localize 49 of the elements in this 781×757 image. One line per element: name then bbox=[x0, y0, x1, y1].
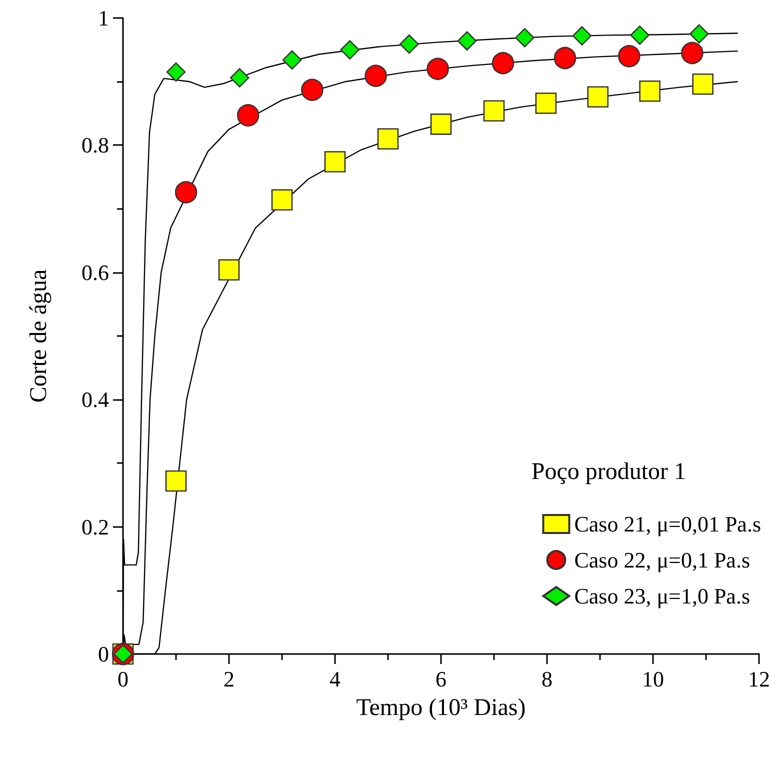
y-tick-label: 0.6 bbox=[82, 260, 109, 285]
point bbox=[587, 86, 609, 108]
x-axis-title: Tempo (10³ Dias) bbox=[356, 695, 526, 721]
point bbox=[400, 34, 419, 54]
x-tick-label: 10 bbox=[642, 666, 664, 692]
y-tick-label: 0.2 bbox=[82, 514, 109, 540]
point bbox=[301, 78, 324, 102]
x-tick-label: 0 bbox=[118, 666, 128, 692]
point bbox=[639, 80, 660, 102]
point bbox=[692, 73, 714, 95]
y-tick-label: 0.8 bbox=[82, 132, 109, 158]
x-tick-label: 6 bbox=[436, 666, 446, 692]
legend-label: Caso 23, μ=1,0 Pa.s bbox=[574, 584, 750, 608]
y-tick-label: 1 bbox=[98, 6, 109, 30]
point bbox=[230, 68, 250, 88]
point bbox=[630, 26, 650, 45]
point bbox=[535, 92, 557, 114]
point bbox=[364, 64, 387, 88]
point bbox=[457, 31, 477, 51]
point bbox=[174, 181, 198, 204]
point bbox=[430, 114, 452, 135]
point bbox=[492, 52, 514, 74]
point bbox=[426, 58, 449, 80]
point bbox=[483, 100, 505, 122]
point bbox=[515, 28, 534, 48]
y-axis-title: Corte de água bbox=[26, 269, 52, 403]
legend-title: Poço produtor 1 bbox=[531, 459, 686, 485]
point bbox=[236, 104, 260, 126]
point bbox=[377, 128, 399, 150]
point bbox=[618, 45, 640, 68]
point bbox=[689, 24, 709, 44]
point bbox=[572, 26, 592, 46]
point bbox=[340, 40, 360, 60]
x-tick-label: 2 bbox=[224, 666, 234, 692]
point bbox=[282, 50, 302, 70]
point bbox=[681, 42, 704, 64]
point bbox=[324, 151, 346, 172]
point bbox=[166, 62, 186, 82]
legend-label: Caso 21, μ=0,01 Pa.s bbox=[574, 512, 761, 536]
y-tick-label: 0.4 bbox=[82, 387, 109, 412]
point bbox=[218, 259, 240, 281]
point bbox=[554, 46, 576, 70]
y-tick-label: 0 bbox=[98, 642, 109, 666]
x-tick-label: 12 bbox=[748, 666, 770, 692]
point bbox=[271, 189, 293, 211]
legend-label: Caso 22, μ=0,1 Pa.s bbox=[574, 548, 750, 572]
point bbox=[165, 470, 187, 492]
x-tick-label: 4 bbox=[330, 666, 340, 692]
x-tick-label: 8 bbox=[542, 666, 552, 692]
